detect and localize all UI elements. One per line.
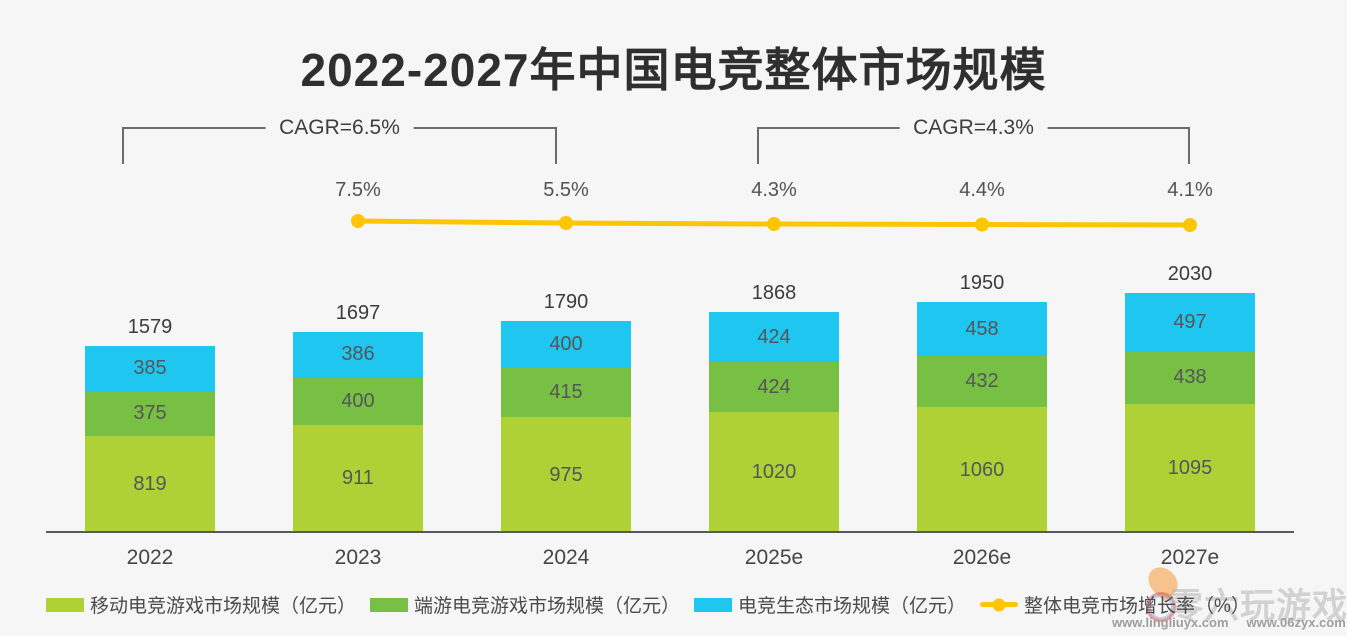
- watermark-brand: 零六玩游戏: [1168, 587, 1347, 626]
- bar-segment: 432: [917, 356, 1047, 408]
- bar-segment: 1095: [1125, 403, 1255, 533]
- watermark-url-2: www.06zyx.com: [1246, 615, 1346, 630]
- bar-segment: 1020: [709, 412, 839, 533]
- legend-item: 电竞生态市场规模（亿元）: [694, 591, 966, 618]
- bar-total-label: 1697: [335, 302, 381, 324]
- bar-total-label: 1868: [751, 282, 797, 304]
- x-axis-line: [46, 531, 1294, 533]
- legend-line-icon: [980, 598, 1019, 611]
- growth-rate-value: 4.1%: [1167, 179, 1213, 201]
- bar-segment: 424: [709, 362, 839, 413]
- growth-rate-value: 5.5%: [543, 179, 589, 201]
- legend-label: 移动电竞游戏市场规模（亿元）: [90, 596, 357, 617]
- bar-total-label: 1950: [959, 272, 1005, 294]
- x-axis-tick-label: 2027e: [1160, 546, 1220, 569]
- legend-swatch-icon: [370, 597, 409, 612]
- legend-label: 整体电竞市场增长率（%）: [1024, 596, 1250, 617]
- bar-segment: 400: [501, 321, 631, 369]
- bar-segment: 385: [85, 346, 215, 392]
- bar-2026e: 458 432 1060: [917, 302, 1047, 533]
- cagr-bracket-right: CAGR=4.3%: [757, 115, 1190, 164]
- bar-total-label: 1790: [543, 291, 589, 313]
- bar-segment: 497: [1125, 293, 1255, 352]
- bar-segment: 819: [85, 435, 215, 533]
- bar-segment: 375: [85, 391, 215, 436]
- watermark-ring-icon: [1146, 592, 1176, 622]
- x-axis-tick-label: 2022: [126, 546, 174, 569]
- growth-rate-value: 4.3%: [751, 179, 797, 201]
- legend-label: 端游电竞游戏市场规模（亿元）: [414, 596, 681, 617]
- cagr-label-left: CAGR=6.5%: [265, 115, 414, 140]
- legend-label: 电竞生态市场规模（亿元）: [738, 596, 967, 617]
- bar-segment: 400: [293, 377, 423, 426]
- legend: 移动电竞游戏市场规模（亿元） 端游电竞游戏市场规模（亿元） 电竞生态市场规模（亿元）…: [46, 591, 1250, 618]
- legend-swatch-icon: [46, 597, 84, 612]
- x-axis-tick-label: 2025e: [744, 546, 804, 569]
- x-axis-tick-label: 2024: [542, 546, 590, 569]
- bar-segment: 424: [709, 312, 839, 363]
- bar-2027e: 497 438 1095: [1125, 293, 1255, 533]
- x-axis-tick-label: 2023: [334, 546, 382, 569]
- bar-total-label: 2030: [1167, 263, 1213, 285]
- bar-2023: 386 400 911: [293, 332, 423, 533]
- watermark-url-1: www.lingliuyx.com: [1112, 615, 1229, 630]
- bar-segment: 415: [501, 368, 631, 418]
- legend-item: 整体电竞市场增长率（%）: [980, 591, 1250, 618]
- bar-segment: 1060: [917, 407, 1047, 533]
- legend-item: 移动电竞游戏市场规模（亿元）: [46, 591, 356, 618]
- bar-segment: 386: [293, 332, 423, 378]
- legend-swatch-icon: [694, 597, 733, 612]
- bar-2025e: 424 424 1020: [709, 312, 839, 533]
- cagr-bracket-left: CAGR=6.5%: [122, 115, 557, 164]
- bar-segment: 975: [501, 417, 631, 533]
- watermark-urls: www.lingliuyx.com www.06zyx.com: [1112, 615, 1346, 630]
- bar-segment: 438: [1125, 351, 1255, 404]
- bar-segment: 911: [293, 425, 423, 533]
- growth-rate-value: 4.4%: [959, 179, 1005, 201]
- bar-2022: 385 375 819: [85, 346, 215, 533]
- legend-item: 端游电竞游戏市场规模（亿元）: [370, 591, 680, 618]
- cagr-label-right: CAGR=4.3%: [899, 115, 1048, 140]
- chart-title: 2022-2027年中国电竞整体市场规模: [300, 44, 1047, 96]
- legend-line-dot-icon: [992, 598, 1006, 611]
- bar-2024: 400 415 975: [501, 321, 631, 533]
- x-axis-tick-label: 2026e: [952, 546, 1012, 569]
- growth-rate-value: 7.5%: [335, 179, 381, 201]
- bar-total-label: 1579: [127, 316, 173, 338]
- bar-segment: 458: [917, 302, 1047, 357]
